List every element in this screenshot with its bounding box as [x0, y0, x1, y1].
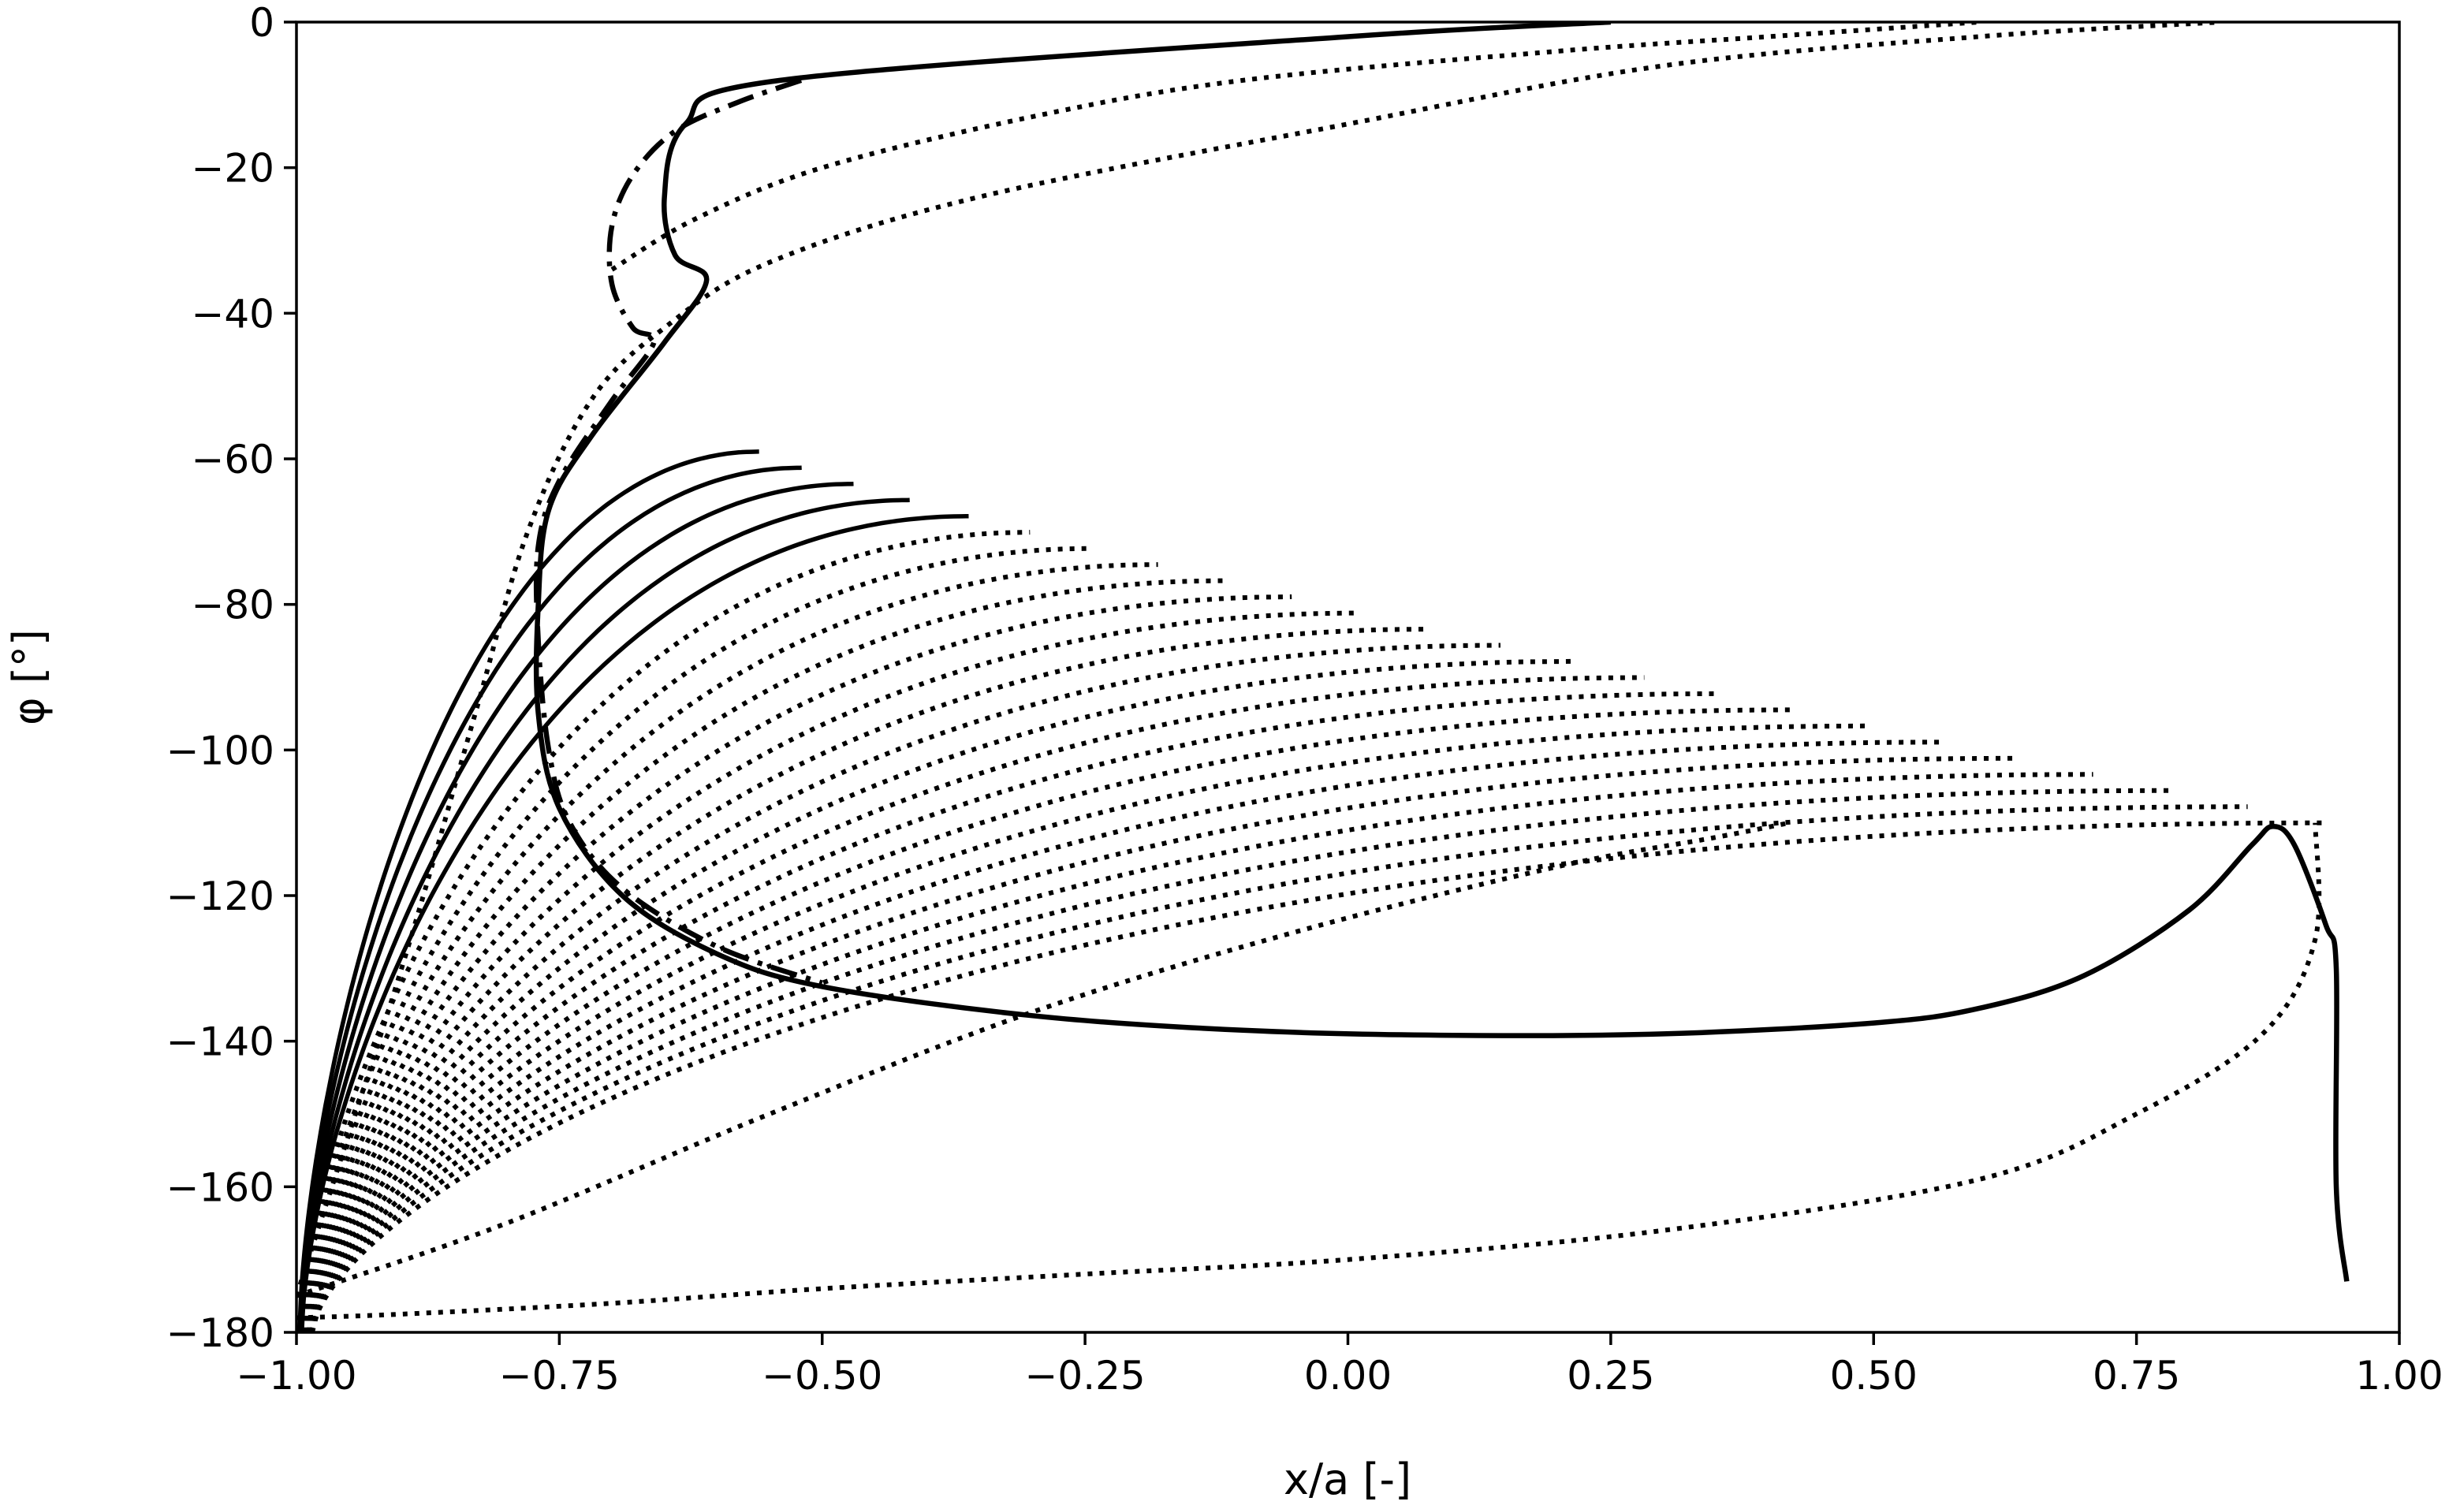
- series-line-3: [296, 822, 2322, 1321]
- series-line-4: [296, 820, 1791, 1298]
- fan-curve: [308, 788, 2171, 1332]
- x-tick-label: 0.25: [1567, 1353, 1654, 1399]
- fan-curve: [308, 772, 2093, 1332]
- fan-curve: [304, 658, 1572, 1332]
- plot-background: [296, 22, 2399, 1332]
- data-series: [296, 22, 2350, 1321]
- series-line-5: [296, 22, 2221, 1297]
- x-tick-label: −0.75: [499, 1353, 620, 1399]
- fan-curve: [300, 562, 1158, 1332]
- fan-curve: [297, 449, 759, 1332]
- y-tick-label: 0: [249, 0, 274, 46]
- y-tick-label: −20: [191, 146, 274, 192]
- x-tick-label: 0.75: [2093, 1353, 2180, 1399]
- y-tick-label: −180: [166, 1310, 274, 1356]
- fan-curve: [306, 707, 1791, 1332]
- x-tick-label: −1.00: [236, 1353, 356, 1399]
- y-tick-label: −140: [166, 1019, 274, 1065]
- y-tick-label: −80: [191, 583, 274, 628]
- x-tick-label: 0.50: [1830, 1353, 1918, 1399]
- fan-curve: [301, 578, 1225, 1332]
- y-axis-label: φ [°]: [4, 629, 54, 725]
- x-tick-label: 1.00: [2355, 1353, 2443, 1399]
- series-line-2: [533, 77, 823, 985]
- y-tick-label: −40: [191, 291, 274, 337]
- fan-curve: [299, 497, 910, 1332]
- fan-curve: [307, 739, 1941, 1332]
- x-tick-label: −0.25: [1025, 1353, 1146, 1399]
- fan-curve: [303, 610, 1361, 1332]
- fan-curve: [300, 513, 969, 1332]
- fan-curve: [310, 820, 2326, 1332]
- fan-curve: [302, 594, 1292, 1332]
- series-line-1: [533, 22, 2350, 1282]
- fan-curve: [297, 465, 802, 1332]
- fan-curve: [300, 530, 1031, 1332]
- y-tick-label: −60: [191, 437, 274, 482]
- x-axis: −1.00 −0.75 −0.50 −0.25 0.00 0.25 0.50 0.75 1.00: [236, 1332, 2443, 1399]
- y-axis: 0 −20 −40 −60 −80 −100 −120 −140 −160 −180: [166, 0, 296, 1356]
- fan-curve: [304, 643, 1501, 1332]
- fan-curve: [304, 675, 1645, 1332]
- x-tick-label: 0.00: [1304, 1353, 1392, 1399]
- y-tick-label: −160: [166, 1164, 274, 1210]
- series-line-6: [610, 22, 1979, 272]
- fan-curve: [298, 481, 854, 1332]
- fan-curve: [305, 691, 1718, 1332]
- x-tick-label: −0.50: [762, 1353, 882, 1399]
- y-tick-label: −120: [166, 874, 274, 919]
- x-axis-label: x/a [-]: [1284, 1455, 1411, 1504]
- y-tick-label: −100: [166, 728, 274, 773]
- fan-curves: [297, 449, 2326, 1332]
